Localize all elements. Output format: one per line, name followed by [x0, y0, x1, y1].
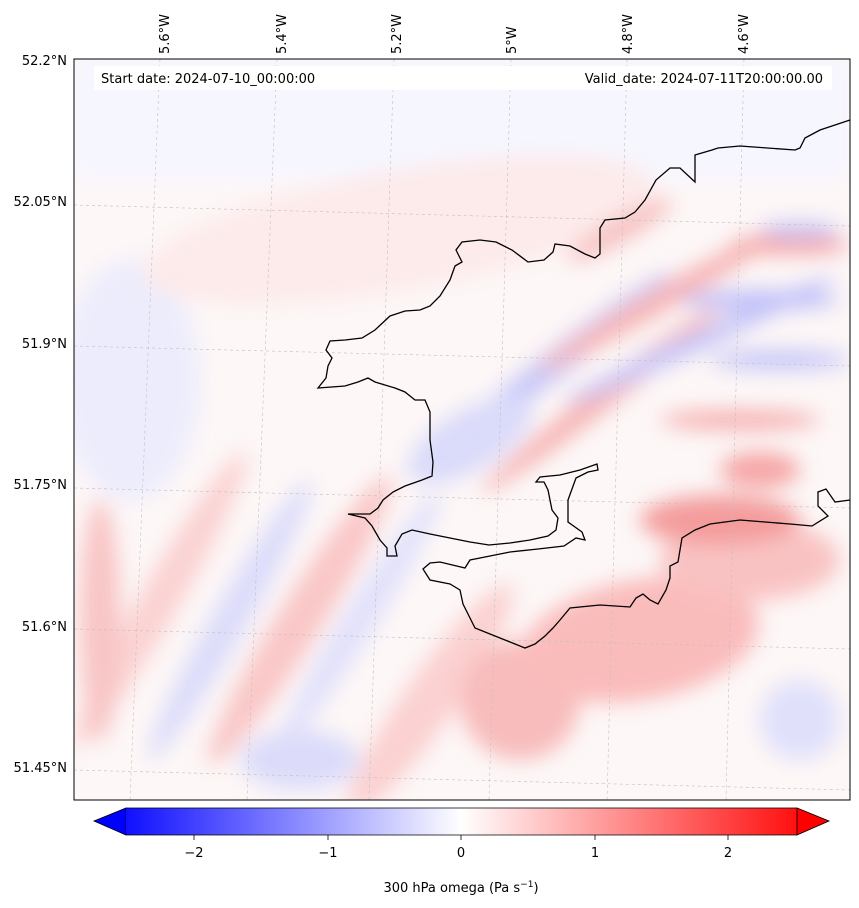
longitude-labels: 5.6°W 5.4°W 5.2°W 5°W 4.8°W 4.6°W: [158, 14, 752, 54]
graticule: [73, 58, 851, 801]
info-banner: [94, 66, 832, 90]
lat-label: 51.75°N: [14, 478, 67, 493]
colorbar-min-extend: [92, 807, 127, 836]
lat-label: 51.6°N: [22, 620, 67, 635]
lat-label: 51.9°N: [22, 337, 67, 352]
lon-label: 4.8°W: [621, 14, 636, 54]
lon-label: 5.6°W: [158, 14, 173, 54]
start-date: Start date: 2024-07-10_00:00:00: [101, 72, 315, 87]
map-frame: [73, 58, 851, 801]
colorbar-max-extend: [796, 807, 831, 836]
colorbar-label: 300 hPa omega (Pa s−1): [383, 880, 538, 896]
coastline: [316, 119, 851, 649]
colorbar-tick-label: 0: [457, 846, 465, 861]
lat-label: 51.45°N: [14, 761, 67, 776]
lon-label: 5°W: [505, 26, 520, 54]
omega-field: [74, 59, 850, 800]
colorbar-tick-label: 2: [724, 846, 732, 861]
colorbar: −2 −1 0 1 2 300 hPa omega (Pa s−1): [92, 807, 831, 896]
lat-label: 52.2°N: [22, 54, 67, 69]
lon-label: 5.4°W: [275, 14, 290, 54]
lon-label: 5.2°W: [390, 14, 405, 54]
colorbar-body: [126, 808, 797, 835]
colorbar-tick-label: 1: [591, 846, 599, 861]
latitude-labels: 52.2°N 52.05°N 51.9°N 51.75°N 51.6°N 51.…: [14, 54, 67, 776]
colorbar-tick-label: −1: [318, 846, 337, 861]
lat-label: 52.05°N: [14, 195, 67, 210]
colorbar-tick-label: −2: [184, 846, 203, 861]
lon-label: 4.6°W: [737, 14, 752, 54]
colorbar-ticks: [193, 835, 729, 840]
valid-date: Valid_date: 2024-07-11T20:00:00.00: [585, 72, 823, 87]
